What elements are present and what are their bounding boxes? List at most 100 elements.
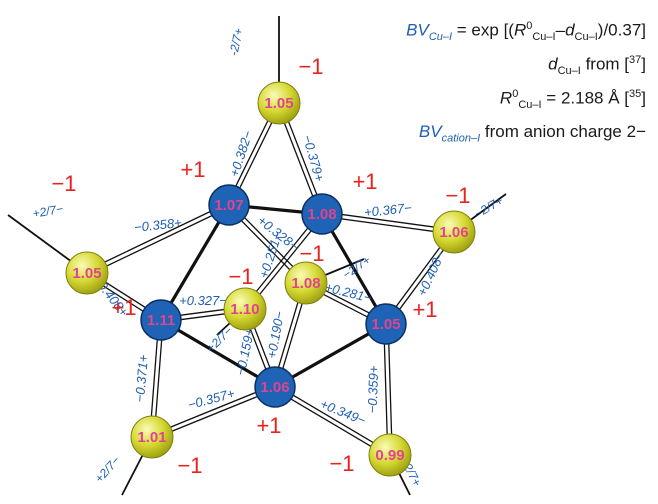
cu-cu-link	[160, 318, 276, 389]
formal-charge: +1	[111, 295, 136, 320]
bond-I4-Cu5	[150, 384, 277, 440]
bracket-close: ]	[641, 54, 646, 74]
r-subscript: Cu–I	[532, 31, 556, 44]
d-subscript: Cu–I	[574, 31, 598, 44]
anion-I4: 1.01 −1	[130, 415, 203, 478]
bond-valence-label: +0.367−	[363, 200, 412, 220]
anion-I6: 1.10 −1	[223, 264, 267, 331]
anion-I3: 1.06 −1	[432, 183, 476, 254]
bond-valence-label: +0.349−	[318, 396, 368, 428]
cu-cu-link	[320, 213, 388, 325]
formal-charge: −1	[445, 183, 470, 208]
reference-number: 37	[629, 54, 642, 66]
bv-subscript: Cu–I	[428, 31, 453, 44]
bond-valence-sum: 0.99	[375, 447, 404, 464]
formula-equals: = exp [(	[452, 20, 514, 40]
formal-charge: −1	[228, 264, 253, 289]
i-atom-sphere	[257, 81, 301, 125]
r-superscript: 0	[512, 88, 519, 100]
bond-valence-sum: 1.07	[214, 197, 243, 214]
bv-subscript: cation–I	[441, 132, 481, 145]
r0-value-text: = 2.188 Å [	[541, 88, 630, 108]
cation-Cu1: 1.07 +1	[180, 157, 250, 226]
formal-charge: +1	[256, 413, 281, 438]
bond-I5-Cu4	[383, 323, 393, 456]
bond-valence-sum: 1.06	[260, 379, 289, 396]
formal-charge: +1	[180, 157, 205, 182]
anion-I5: 0.99 −1	[329, 433, 412, 477]
d-symbol: d	[565, 20, 575, 40]
formula-tail: )/0.37]	[597, 20, 646, 40]
bond-valence-label: −0.359+	[365, 365, 382, 414]
bond-valence-sum: 1.11	[147, 312, 175, 329]
cation-Cu4: 1.05 +1	[365, 297, 438, 345]
external-bond-label: −2/7+	[472, 194, 506, 221]
formal-charge: +1	[412, 297, 437, 322]
bond-I3-Cu2	[321, 211, 455, 235]
cation-Cu5: 1.06 +1	[254, 366, 296, 438]
r-superscript: 0	[526, 20, 533, 32]
d-subscript: Cu–I	[557, 65, 581, 78]
anion-I2: 1.05 −1	[51, 171, 109, 295]
r-subscript: Cu–I	[518, 99, 542, 112]
anion-I7: 1.08 −1	[284, 241, 328, 305]
bond-valence-sum: 1.01	[137, 429, 166, 446]
bond-valence-label: +0.327−	[179, 293, 227, 308]
formal-charge: −1	[51, 171, 76, 196]
bond-valence-sum: 1.10	[230, 301, 259, 318]
cation-Cu3: 1.11 +1	[111, 295, 182, 341]
cu-cu-link	[274, 322, 387, 389]
bond-I2-Cu1	[85, 202, 231, 276]
legend-r0-value: R0Cu–I = 2.188 Å [35]	[500, 88, 646, 111]
i-atom-sphere	[432, 210, 476, 254]
bond-valence-sum: 1.06	[439, 224, 468, 241]
anion-charge-text: from anion charge 2−	[480, 122, 646, 141]
r-symbol: R	[499, 88, 513, 108]
bond-valence-label: −0.379+	[300, 133, 328, 183]
cu-atom-sphere	[254, 366, 296, 408]
cu-atom-sphere	[140, 299, 182, 341]
cu-atom-sphere	[208, 184, 250, 226]
i-atom-sphere	[368, 433, 412, 477]
external-bond-label: -2/7+	[226, 27, 245, 57]
cu-cu-link	[159, 204, 231, 321]
bond-valence-sum: 1.05	[371, 316, 400, 333]
cation-Cu2: 1.08 +1	[301, 169, 378, 235]
bracket-close: ]	[641, 88, 646, 108]
bond-I5-Cu5	[273, 384, 392, 458]
external-bond-label: +2/7−	[92, 453, 123, 485]
legend-d-source: dCu–I from [37]	[548, 54, 646, 77]
bond-valence-label: +0.408−	[414, 248, 448, 298]
formal-charge: −1	[299, 241, 324, 266]
bond-valence-sum: 1.05	[264, 95, 293, 112]
formal-charge: −1	[329, 451, 354, 476]
external-bond-label: +2/7−	[32, 202, 65, 221]
external-bond-label: +2/7−	[204, 324, 236, 356]
bond-valence-sum: 1.08	[291, 275, 320, 292]
d-symbol: d	[548, 54, 558, 74]
bond-valence-sum: 1.08	[307, 206, 336, 223]
i-atom-sphere	[223, 287, 267, 331]
bond-valence-sum: 1.05	[72, 265, 101, 282]
reference-number: 35	[629, 88, 642, 100]
formula-dash: –	[555, 20, 566, 40]
bond-valence-label: −0.159+	[233, 326, 258, 376]
anion-I1: 1.05 −1	[257, 54, 324, 125]
i-atom-sphere	[65, 251, 109, 295]
bv-symbol: BV	[418, 122, 442, 141]
i-atom-sphere	[284, 261, 328, 305]
r-symbol: R	[513, 20, 527, 40]
bond-valence-label: −0.371+	[132, 354, 151, 403]
cu-atom-sphere	[301, 193, 343, 235]
from-text: from [	[580, 54, 630, 74]
legend-formula: BVCu–I = exp [(R0Cu–I–dCu–I)/0.37]	[406, 20, 646, 43]
cu-atom-sphere	[365, 303, 407, 345]
bond-valence-label: −0.358+	[133, 215, 182, 235]
i-atom-sphere	[130, 415, 174, 459]
external-bond-label: −2/7+	[340, 253, 373, 282]
bv-symbol: BV	[406, 20, 429, 40]
formal-charge: +1	[352, 169, 377, 194]
formal-charge: −1	[177, 453, 202, 478]
